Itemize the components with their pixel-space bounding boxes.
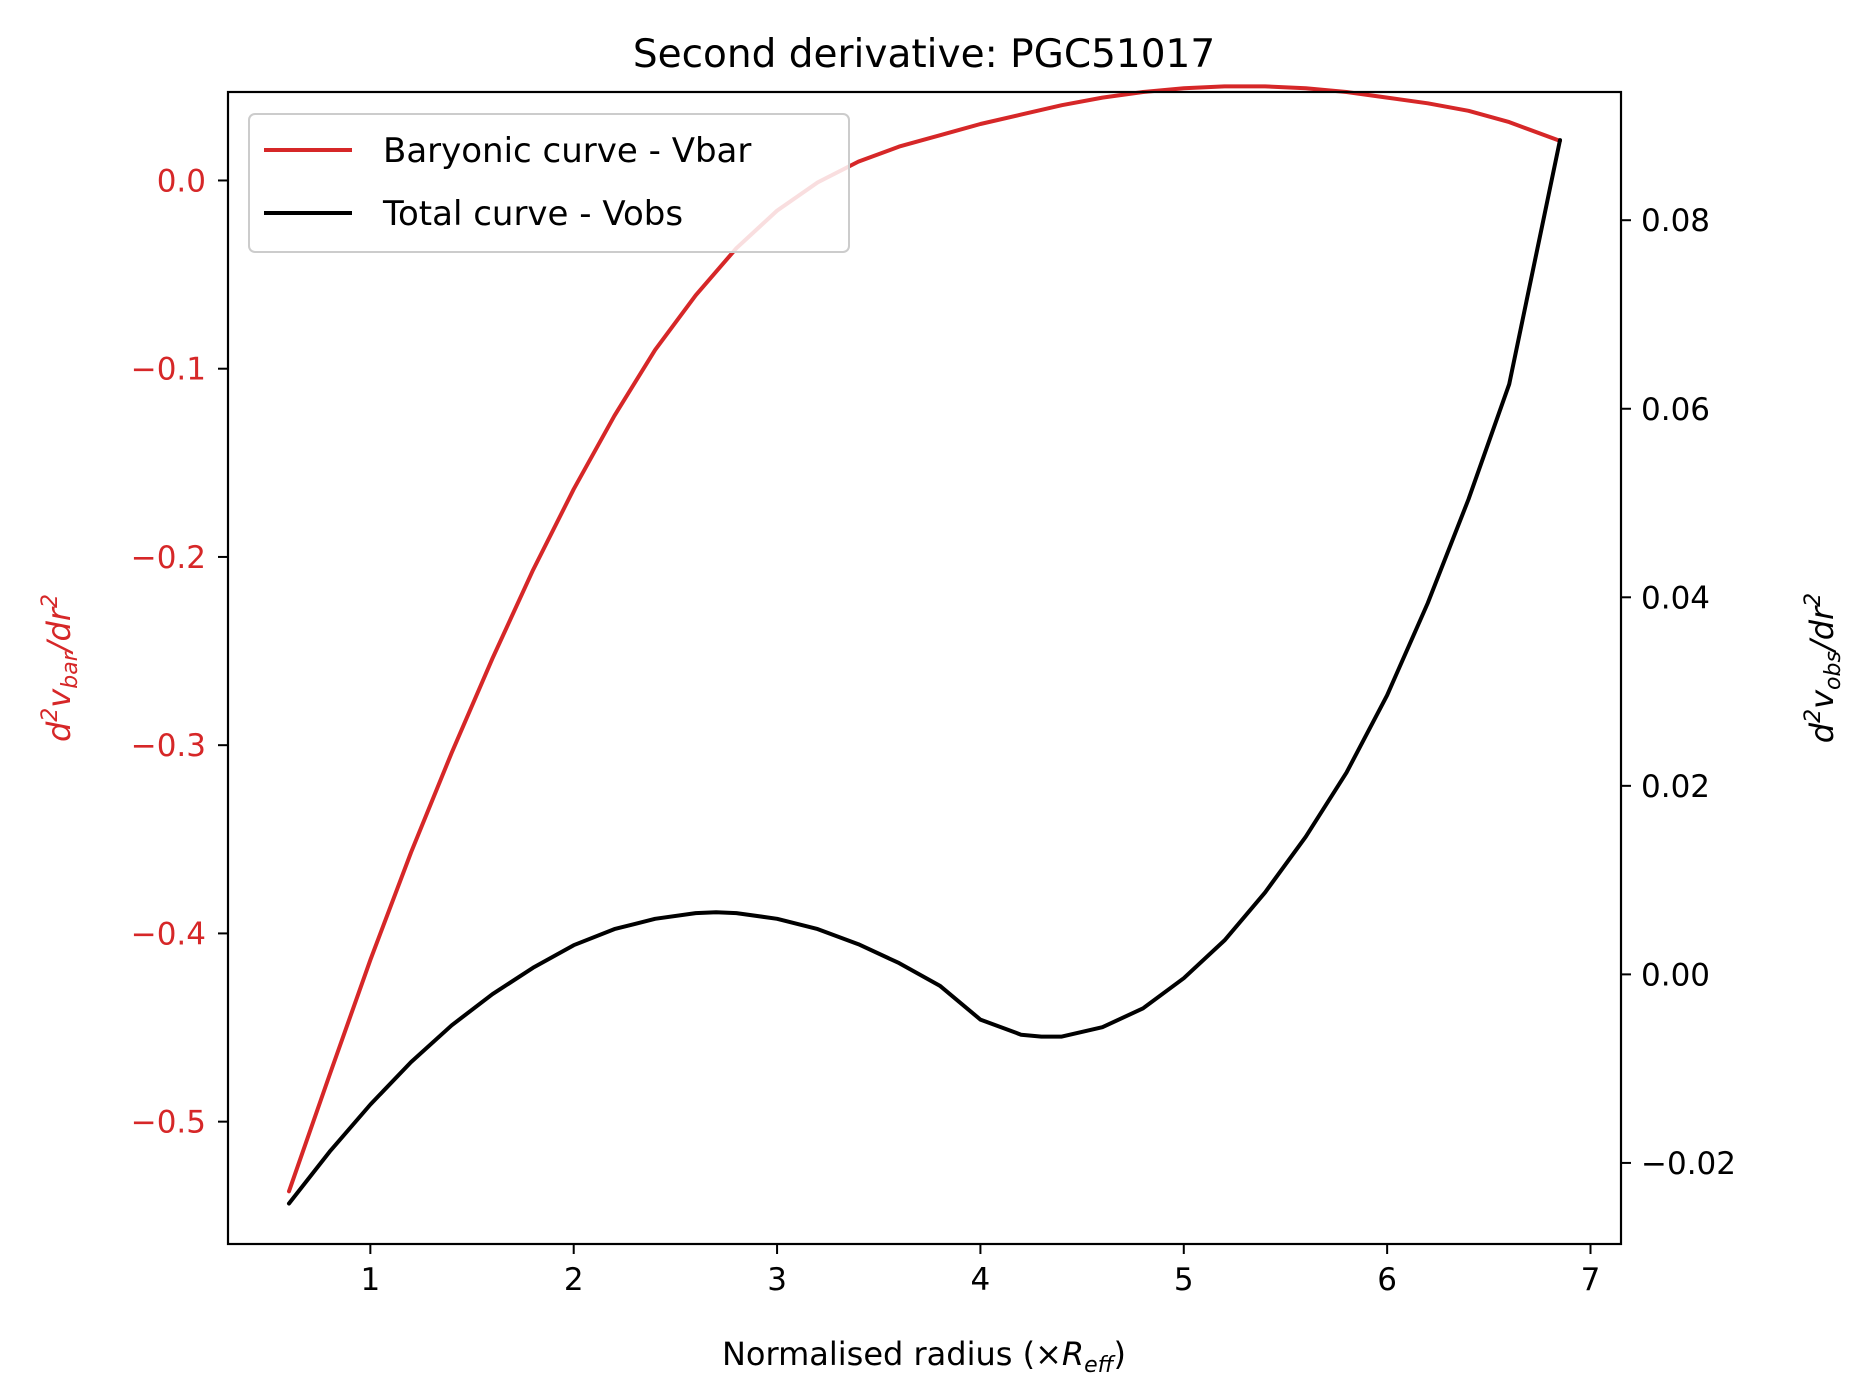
- x-tick-label: 5: [1174, 1262, 1194, 1298]
- x-axis-ticks: 1 2 3 4 5 6 7: [360, 1244, 1600, 1298]
- x-tick-label: 2: [564, 1262, 584, 1298]
- x-axis-label: Normalised radius (×Reff): [722, 1335, 1126, 1378]
- legend: Baryonic curve - Vbar Total curve - Vobs: [248, 113, 850, 253]
- y-left-tick-label: −0.4: [131, 916, 206, 952]
- y-left-tick-label: −0.1: [131, 352, 206, 388]
- legend-label-vbar: Baryonic curve - Vbar: [383, 131, 751, 171]
- y-right-tick-label: 0.08: [1641, 203, 1710, 239]
- x-tick-label: 7: [1581, 1262, 1601, 1298]
- x-tick-label: 3: [767, 1262, 787, 1298]
- x-tick-label: 6: [1377, 1262, 1397, 1298]
- y-left-tick-label: −0.2: [131, 540, 206, 576]
- plot-frame: [226, 90, 1623, 1246]
- y-right-tick-label: −0.02: [1641, 1146, 1736, 1182]
- y-left-axis-ticks: 0.0 −0.1 −0.2 −0.3 −0.4 −0.5: [131, 163, 228, 1141]
- series-line-vbar: [287, 84, 1562, 1194]
- x-tick-label: 4: [971, 1262, 991, 1298]
- y-right-tick-label: 0.06: [1641, 392, 1710, 428]
- series-layer: [287, 84, 1562, 1206]
- y-left-tick-label: 0.0: [157, 163, 206, 199]
- x-tick-label: 1: [360, 1262, 380, 1298]
- y-left-tick-label: −0.3: [131, 728, 206, 764]
- y-right-axis-label: d2vobs/dr2: [1801, 593, 1846, 743]
- y-right-axis-ticks: 0.08 0.06 0.04 0.02 0.00 −0.02: [1621, 203, 1736, 1182]
- y-right-tick-label: 0.00: [1641, 957, 1710, 993]
- legend-box: [248, 113, 850, 253]
- y-right-tick-label: 0.02: [1641, 769, 1710, 805]
- legend-label-vobs: Total curve - Vobs: [382, 194, 683, 234]
- y-left-tick-label: −0.5: [131, 1105, 206, 1141]
- series-line-vobs: [287, 138, 1562, 1206]
- y-left-axis-label: d2vbar/dr2: [38, 594, 83, 742]
- chart-title: Second derivative: PGC51017: [633, 32, 1215, 77]
- y-right-tick-label: 0.04: [1641, 580, 1710, 616]
